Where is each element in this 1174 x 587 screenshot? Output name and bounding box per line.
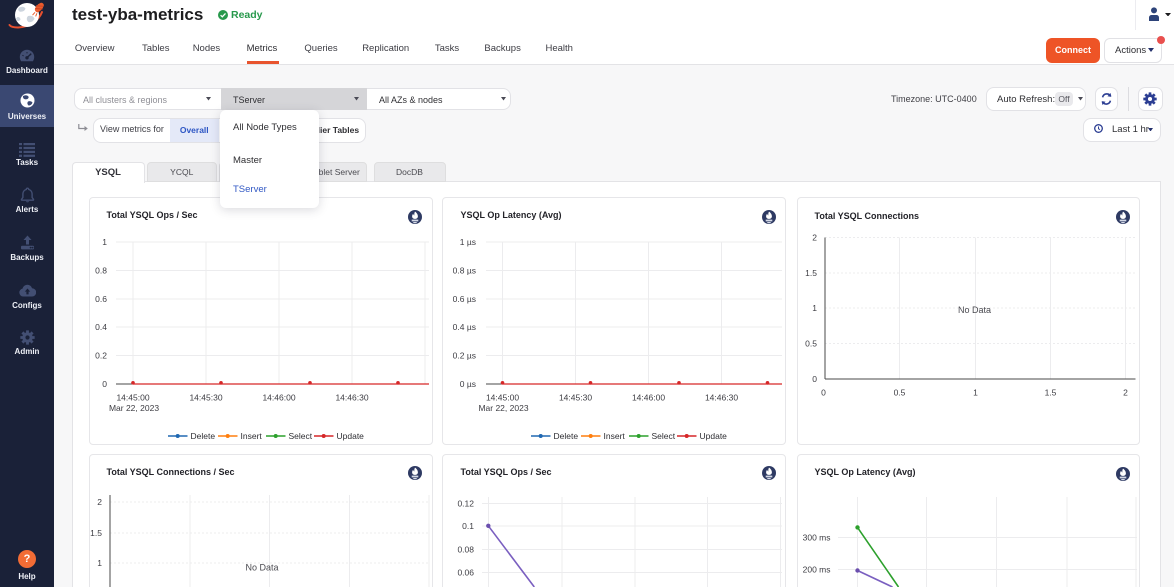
svg-text:1.5: 1.5 <box>1044 388 1056 398</box>
svg-text:Mar 22, 2023: Mar 22, 2023 <box>109 403 159 413</box>
svg-text:1 µs: 1 µs <box>460 237 476 247</box>
svg-text:0: 0 <box>812 374 817 384</box>
svg-text:1: 1 <box>97 557 102 567</box>
svg-text:0.6 µs: 0.6 µs <box>453 294 476 304</box>
svg-text:Select: Select <box>289 431 313 441</box>
svg-text:0.1: 0.1 <box>462 520 474 530</box>
svg-text:14:45:30: 14:45:30 <box>559 393 592 403</box>
svg-text:Update: Update <box>700 431 728 441</box>
svg-text:1.5: 1.5 <box>805 268 817 278</box>
svg-text:2: 2 <box>812 232 817 242</box>
svg-text:Insert: Insert <box>241 431 263 441</box>
svg-text:0.2 µs: 0.2 µs <box>453 351 476 361</box>
svg-text:1.5: 1.5 <box>90 527 102 537</box>
svg-text:0.4 µs: 0.4 µs <box>453 322 476 332</box>
svg-text:Select: Select <box>652 431 676 441</box>
svg-text:0.06: 0.06 <box>457 567 474 577</box>
svg-text:0.8 µs: 0.8 µs <box>453 265 476 275</box>
svg-text:0.5: 0.5 <box>893 388 905 398</box>
svg-text:200 ms: 200 ms <box>802 564 830 574</box>
svg-text:No Data: No Data <box>957 305 990 315</box>
svg-text:14:45:00: 14:45:00 <box>116 393 149 403</box>
svg-text:Delete: Delete <box>191 431 216 441</box>
svg-text:0.8: 0.8 <box>95 265 107 275</box>
svg-text:0.2: 0.2 <box>95 351 107 361</box>
svg-text:Delete: Delete <box>554 431 579 441</box>
svg-text:Mar 22, 2023: Mar 22, 2023 <box>478 403 528 413</box>
svg-text:0: 0 <box>821 388 826 398</box>
svg-text:Insert: Insert <box>604 431 626 441</box>
svg-text:1: 1 <box>812 303 817 313</box>
svg-text:1: 1 <box>102 237 107 247</box>
svg-text:14:45:30: 14:45:30 <box>189 393 222 403</box>
svg-text:No Data: No Data <box>245 562 278 572</box>
svg-text:0.5: 0.5 <box>805 339 817 349</box>
svg-text:2: 2 <box>1123 388 1128 398</box>
svg-text:Update: Update <box>337 431 365 441</box>
svg-text:1: 1 <box>973 388 978 398</box>
svg-text:0.12: 0.12 <box>457 498 474 508</box>
svg-text:2: 2 <box>97 497 102 507</box>
svg-text:14:46:30: 14:46:30 <box>705 393 738 403</box>
svg-text:0.4: 0.4 <box>95 322 107 332</box>
svg-text:0: 0 <box>102 379 107 389</box>
svg-text:0.08: 0.08 <box>457 544 474 554</box>
svg-text:14:46:30: 14:46:30 <box>335 393 368 403</box>
svg-text:0.6: 0.6 <box>95 294 107 304</box>
svg-text:14:45:00: 14:45:00 <box>486 393 519 403</box>
svg-text:14:46:00: 14:46:00 <box>632 393 665 403</box>
svg-text:14:46:00: 14:46:00 <box>262 393 295 403</box>
svg-text:300 ms: 300 ms <box>802 532 830 542</box>
svg-text:0 µs: 0 µs <box>460 379 476 389</box>
